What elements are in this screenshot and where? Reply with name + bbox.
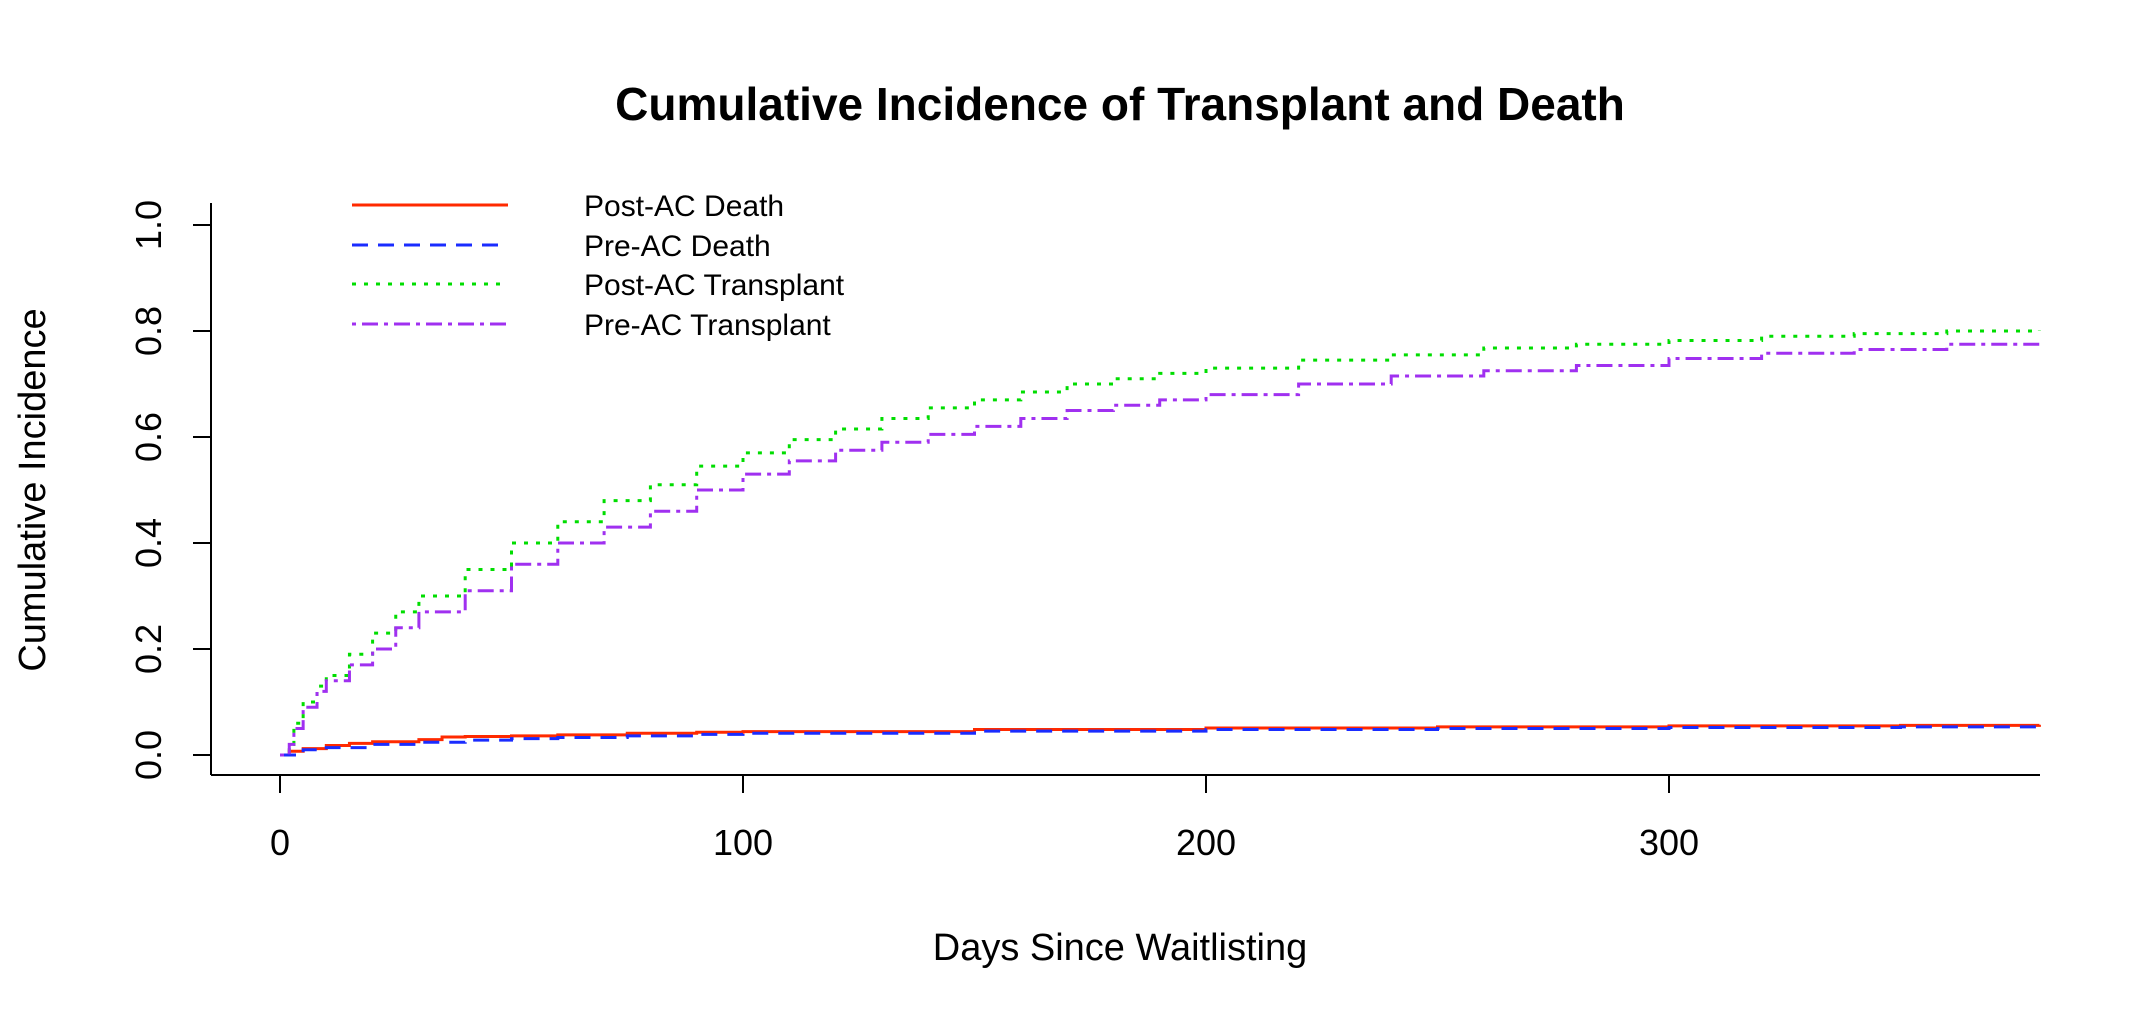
y-tick-label: 0.8 (128, 306, 169, 356)
x-tick-label: 200 (1176, 822, 1236, 863)
series-line-post-ac-transplant (280, 329, 2041, 757)
x-tick-label: 100 (713, 822, 773, 863)
y-tick-label: 1.0 (128, 200, 169, 250)
y-tick-label: 0.0 (128, 730, 169, 780)
series-line-pre-ac-death (280, 725, 2041, 757)
x-axis-ticks: 0 100 200 300 (270, 775, 1699, 863)
x-tick-label: 0 (270, 822, 290, 863)
legend-label: Post-AC Death (584, 190, 784, 223)
y-axis-ticks: 0.0 0.2 0.4 0.6 0.8 1.0 (128, 200, 211, 780)
legend-label: Post-AC Transplant (584, 269, 845, 302)
legend: Post-AC Death Pre-AC Death Post-AC Transpl… (352, 190, 845, 342)
x-axis-label: Days Since Waitlisting (933, 927, 1308, 969)
y-tick-label: 0.2 (128, 624, 169, 674)
series-layer (280, 329, 2041, 757)
legend-label: Pre-AC Death (584, 230, 771, 263)
y-tick-label: 0.4 (128, 518, 169, 568)
y-tick-label: 0.6 (128, 412, 169, 462)
x-tick-label: 300 (1639, 822, 1699, 863)
legend-label: Pre-AC Transplant (584, 309, 831, 342)
series-line-pre-ac-transplant (280, 340, 2041, 757)
series-line-post-ac-death (280, 723, 2041, 757)
chart-title: Cumulative Incidence of Transplant and D… (615, 78, 1625, 130)
y-axis-label: Cumulative Incidence (12, 308, 54, 671)
